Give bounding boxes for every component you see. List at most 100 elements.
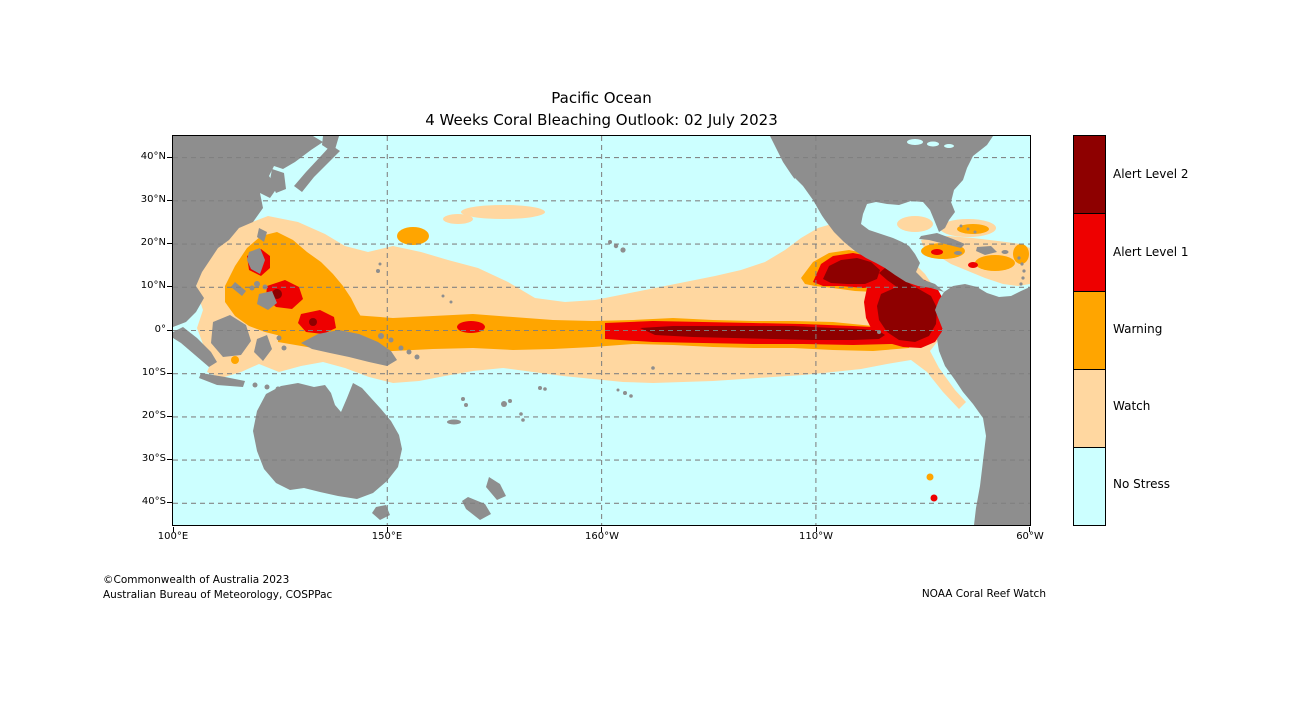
land-jamaica	[954, 251, 962, 255]
lon-label-160w: 160°W	[585, 531, 619, 542]
pacific-map	[172, 135, 1031, 526]
land-sumatra	[173, 327, 217, 367]
warning-marianas	[397, 227, 429, 245]
tick-40n	[167, 157, 172, 159]
warning-java	[231, 356, 239, 364]
lat-label-0: 0°	[154, 324, 166, 335]
land-luzon	[247, 248, 265, 274]
tick-30s	[167, 459, 172, 461]
alert2-panama-core	[877, 286, 937, 342]
warning-caribbean-east	[975, 255, 1015, 271]
land-taiwan	[257, 228, 267, 242]
legend-label-alert-level-1: Alert Level 1	[1113, 245, 1189, 259]
lat-label-30n: 30°N	[140, 194, 166, 205]
land-visayas-1	[254, 281, 260, 287]
lon-label-100e: 100°E	[157, 531, 189, 542]
lon-label-60w: 60°W	[1016, 531, 1044, 542]
map-canvas	[173, 136, 1030, 525]
legend-swatch-no-stress	[1074, 448, 1105, 525]
lat-label-20s: 20°S	[141, 410, 166, 421]
lon-label-110w: 110°W	[799, 531, 833, 542]
lat-label-10n: 10°N	[140, 280, 166, 291]
land-new-guinea	[301, 330, 397, 366]
copyright-line-2: Australian Bureau of Meteorology, COSPPa…	[103, 589, 333, 601]
alert1-caribbean-b	[968, 262, 978, 268]
copyright-line-1: ©Commonwealth of Australia 2023	[103, 574, 290, 586]
tick-10s	[167, 373, 172, 375]
land-palawan	[231, 282, 246, 296]
lat-label-10s: 10°S	[141, 367, 166, 378]
tick-110w	[816, 527, 818, 532]
chart-title: Pacific Ocean 4 Weeks Coral Bleaching Ou…	[172, 87, 1031, 131]
great-lakes-3	[944, 144, 954, 148]
legend-swatch-warning	[1074, 292, 1105, 370]
land-asia	[173, 136, 323, 327]
land-nz-south	[462, 497, 491, 520]
lat-label-20n: 20°N	[140, 237, 166, 248]
legend-label-watch: Watch	[1113, 399, 1151, 413]
tick-100e	[173, 527, 175, 532]
alert2-philippines-a	[272, 289, 282, 299]
tick-150e	[387, 527, 389, 532]
land-masses	[173, 136, 1030, 525]
legend-colorbar	[1073, 135, 1106, 526]
copyright-block: ©Commonwealth of Australia 2023 Australi…	[103, 573, 332, 603]
land-java	[199, 373, 245, 387]
tick-20s	[167, 416, 172, 418]
tick-20n	[167, 243, 172, 245]
legend-swatch-alert-level-2	[1074, 136, 1105, 214]
land-south-america	[935, 284, 1030, 525]
alert1-midpacific-spot	[457, 321, 485, 333]
land-puerto-rico	[1001, 250, 1009, 254]
lat-label-40s: 40°S	[141, 496, 166, 507]
land-mindanao	[257, 291, 277, 310]
lat-label-30s: 30°S	[141, 453, 166, 464]
warning-peru-coast	[926, 473, 934, 481]
tick-160w	[601, 527, 603, 532]
lat-label-40n: 40°N	[140, 151, 166, 162]
tick-40s	[167, 502, 172, 504]
warning-caribbean-west	[921, 243, 965, 259]
legend-label-warning: Warning	[1113, 322, 1163, 336]
land-visayas-3	[249, 285, 255, 291]
tick-0	[167, 330, 172, 332]
alert2-equatorial-core	[640, 326, 885, 340]
graticule	[173, 136, 1030, 525]
legend-label-alert-level-2: Alert Level 2	[1113, 167, 1189, 181]
legend-swatch-alert-level-1	[1074, 214, 1105, 292]
land-nz-north	[486, 477, 506, 500]
great-lakes-2	[927, 141, 939, 147]
great-lakes-1	[907, 139, 923, 145]
land-australia	[253, 383, 402, 499]
watch-gulf-se	[897, 216, 933, 232]
watch-streak-west	[461, 205, 545, 219]
warning-bahamas	[957, 224, 989, 234]
alert2-mexico-core	[823, 258, 880, 284]
tick-60w	[1029, 527, 1031, 532]
alert1-caribbean-a	[931, 249, 943, 255]
alert2-philippines-b	[309, 318, 317, 326]
gulf-of-california	[793, 178, 825, 222]
land-borneo	[211, 315, 251, 357]
tick-30n	[167, 200, 172, 202]
land-hispaniola	[976, 246, 997, 255]
alert2-guatemala-coast	[879, 268, 921, 299]
tick-10n	[167, 286, 172, 288]
land-japan	[294, 145, 340, 192]
legend-swatch-watch	[1074, 370, 1105, 448]
land-hainan	[201, 244, 210, 251]
noaa-credit: NOAA Coral Reef Watch	[921, 588, 1046, 600]
lon-label-150e: 150°E	[371, 531, 403, 542]
title-line-2: 4 Weeks Coral Bleaching Outlook: 02 July…	[425, 111, 778, 129]
watch-streak-west-tail	[443, 214, 473, 224]
land-sulawesi	[254, 335, 272, 361]
title-line-1: Pacific Ocean	[551, 89, 652, 107]
land-tasmania	[372, 505, 390, 520]
alert1-chile-coast	[930, 494, 938, 502]
warning-antilles	[1013, 244, 1029, 264]
land-cuba	[919, 233, 965, 248]
land-korea	[270, 169, 286, 193]
legend-label-no-stress: No Stress	[1113, 477, 1171, 491]
land-north-america	[770, 136, 993, 292]
